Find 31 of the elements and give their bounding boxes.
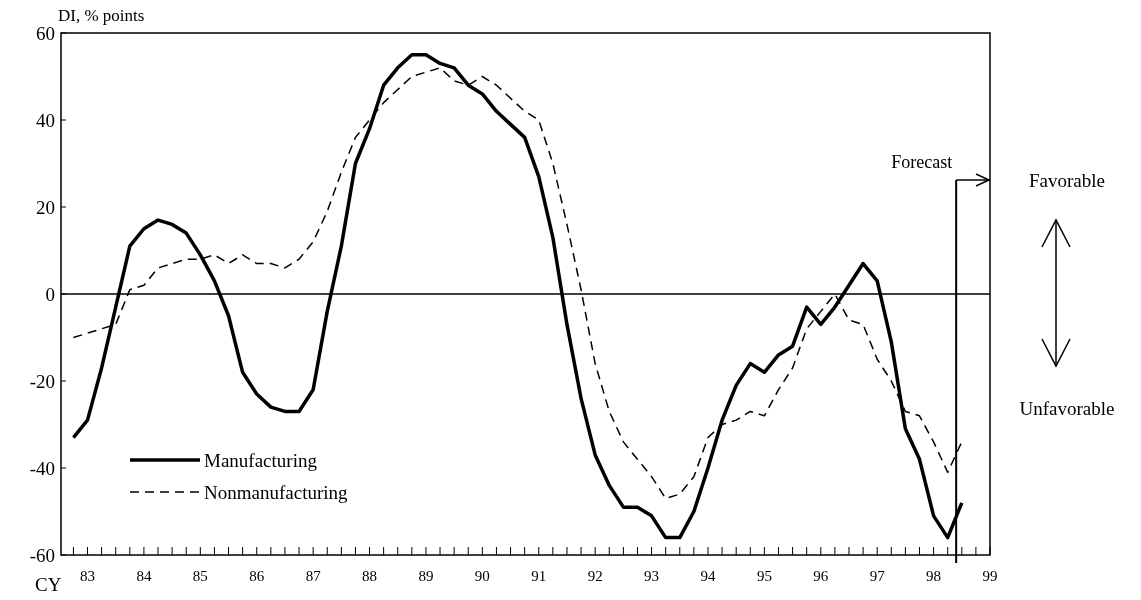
x-tick-label: 95	[756, 568, 772, 584]
x-tick-label: 90	[474, 568, 490, 584]
x-tick-label: 91	[531, 568, 547, 584]
x-tick-label: 83	[80, 568, 96, 584]
x-tick-label: 87	[305, 568, 322, 584]
x-tick-label: 92	[587, 568, 603, 584]
y-tick-label: 20	[36, 196, 55, 218]
x-tick-label: 88	[362, 568, 378, 584]
y-tick-label: 60	[36, 22, 55, 44]
y-tick-label: 40	[36, 109, 55, 131]
x-tick-label: 98	[926, 568, 942, 584]
x-tick-label: 84	[136, 568, 152, 584]
x-tick-label: 97	[869, 568, 886, 584]
ref-line-label: Forecast	[891, 152, 953, 172]
legend-label: Manufacturing	[204, 449, 318, 471]
x-tick-label: 85	[192, 568, 208, 584]
y-tick-label: 0	[45, 283, 55, 305]
legend-label: Nonmanufacturing	[204, 481, 349, 503]
y-axis-title: DI, % points	[58, 6, 145, 25]
y-tick-label: -20	[29, 370, 55, 392]
y-tick-label: -60	[29, 544, 55, 566]
x-axis-title: CY	[35, 574, 62, 595]
x-tick-label: 99	[982, 568, 998, 584]
x-tick-label: 96	[813, 568, 829, 584]
x-tick-label: 93	[644, 568, 660, 584]
y-tick-label: -40	[29, 457, 55, 479]
text: Favorable	[1029, 169, 1105, 191]
x-tick-label: 89	[418, 568, 434, 584]
text: Unfavorable	[1019, 397, 1115, 419]
x-tick-label: 86	[249, 568, 265, 584]
x-tick-label: 94	[700, 568, 716, 584]
